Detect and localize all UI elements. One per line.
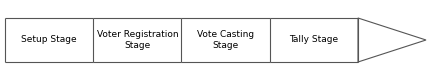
- Text: Tally Stage: Tally Stage: [289, 35, 338, 44]
- Text: Voter Registration
Stage: Voter Registration Stage: [96, 30, 178, 50]
- Text: Setup Stage: Setup Stage: [21, 35, 77, 44]
- Text: Vote Casting
Stage: Vote Casting Stage: [197, 30, 254, 50]
- Polygon shape: [357, 18, 425, 62]
